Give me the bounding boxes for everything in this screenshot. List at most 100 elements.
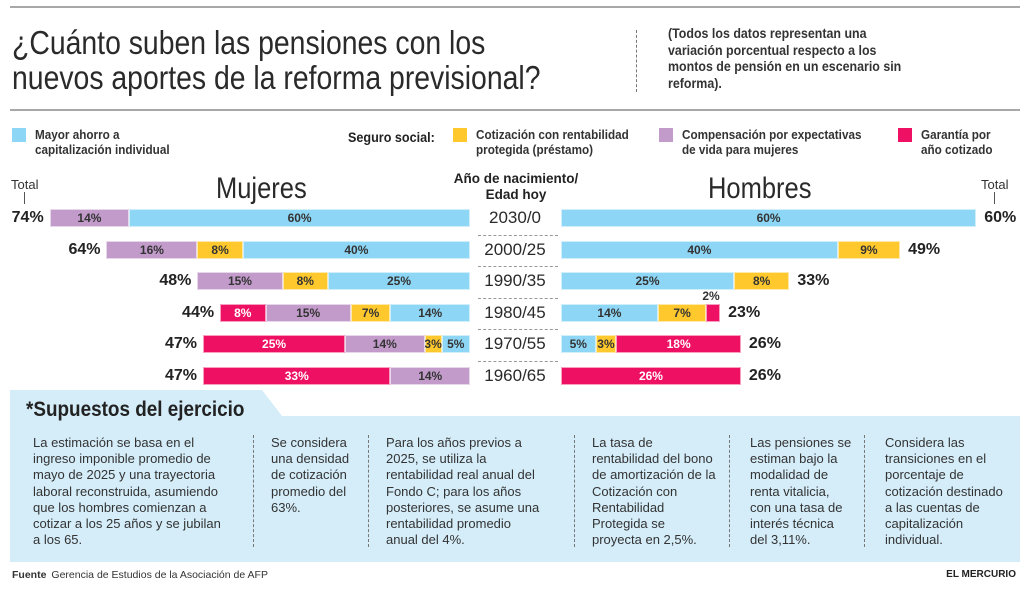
source-text: Gerencia de Estudios de la Asociación de…	[51, 569, 268, 581]
bar-right-garantia: 26%	[561, 366, 741, 385]
top-rule	[10, 6, 1020, 8]
row-total-right: 23%	[728, 303, 761, 321]
note-line: capitalización	[885, 516, 964, 532]
title-line-1: ¿Cuánto suben las pensiones con los	[12, 24, 486, 61]
category-axis-header: Año de nacimiento/ Edad hoy	[446, 171, 586, 203]
legend-swatch-cotizacion	[453, 128, 467, 142]
bar-right-ahorro: 60%	[561, 209, 977, 227]
source-line: Fuente Gerencia de Estudios de la Asociac…	[12, 569, 268, 581]
bar-left-compensacion: 14%	[390, 366, 470, 385]
total-label-right: Total	[981, 177, 1009, 192]
legend-item-cotizacion: Cotización con rentabilidad protegida (pr…	[453, 127, 646, 157]
bar-value-label: 2%	[702, 288, 720, 303]
category-header-line: Edad hoy	[485, 187, 547, 202]
bar-value-label: 7%	[673, 305, 691, 320]
category-label: 1980/45	[484, 302, 546, 322]
bar-left-compensacion: 14%	[345, 335, 425, 353]
bar-left-cotizacion: 7%	[350, 303, 391, 322]
bar-value-label: 7%	[361, 305, 380, 320]
row-total-left: 74%	[11, 209, 44, 226]
bar-right-garantia	[706, 303, 721, 322]
legend-label: Garantía por	[921, 127, 991, 142]
bar-left-garantia: 33%	[203, 366, 391, 385]
note-line: La estimación se basa en el	[33, 435, 195, 450]
note-column: Se considera una densidad de cotización pro…	[271, 435, 349, 516]
bar-right-ahorro: 5%	[561, 335, 596, 353]
note-line: interés técnica	[750, 516, 834, 532]
note-line: de cotización	[271, 467, 347, 483]
bar-right-ahorro: 40%	[561, 240, 838, 259]
note-line: rentabilidad promedio	[386, 516, 512, 532]
note-column: Para los años previos a 2025, se utiliza …	[386, 435, 539, 548]
bar-left-ahorro: 40%	[242, 240, 470, 259]
bar-left-compensacion: 15%	[265, 303, 351, 322]
subtitle: (Todos los datos representan una variaci…	[668, 26, 902, 91]
note-column: La estimación se basa en el ingreso impon…	[33, 435, 221, 548]
bar-value-label: 40%	[344, 242, 369, 257]
row-total-left: 64%	[68, 240, 101, 258]
bar-value-label: 60%	[756, 211, 781, 225]
note-line: 2025, se utiliza la	[386, 451, 487, 467]
note-line: anual del 4%.	[386, 532, 465, 548]
bar-value-label: 5%	[447, 337, 465, 351]
note-column: Considera las transiciones en el porcentaj…	[885, 435, 1003, 548]
note-line: modalidad de	[750, 467, 829, 483]
bar-left-cotizacion: 3%	[424, 335, 442, 353]
legend-label: Cotización con rentabilidad	[476, 127, 629, 142]
legend-item-ahorro: Mayor ahorro a capitalización individual	[12, 127, 185, 157]
row-total-left: 47%	[165, 335, 198, 352]
legend-label: año cotizado	[921, 142, 993, 157]
row-total-left: 48%	[159, 272, 192, 289]
bar-value-label: 33%	[284, 368, 309, 383]
note-column: La tasa de rentabilidad del bono de amorti…	[592, 435, 716, 548]
bar-value-label: 9%	[860, 242, 878, 257]
note-line: Las pensiones se	[750, 435, 852, 450]
legend-swatch-ahorro	[12, 128, 26, 142]
note-line: posteriores, se asume una	[386, 499, 540, 515]
category-label: 1990/35	[484, 271, 546, 290]
category-label: 2030/0	[489, 208, 541, 227]
bar-right-cotizacion: 9%	[837, 240, 901, 259]
note-line: porcentaje de	[885, 467, 964, 483]
bar-value-label: 5%	[569, 337, 587, 351]
source-label: Fuente	[12, 569, 47, 581]
row-total-right: 49%	[908, 240, 941, 258]
row-total-right: 26%	[748, 366, 781, 384]
note-line: transiciones en el	[885, 451, 987, 467]
note-line: rentabilidad real anual del	[386, 467, 535, 483]
category-label: 2000/25	[484, 239, 546, 259]
title-line-2: nuevos aportes de la reforma previsional…	[12, 59, 541, 96]
row-total-left: 47%	[165, 366, 198, 384]
row-separator	[478, 360, 558, 362]
panel-title-hombres: Hombres	[708, 172, 812, 205]
bar-left-cotizacion: 8%	[282, 272, 328, 290]
note-line: rentabilidad del bono	[592, 451, 713, 467]
bar-left-garantia: 8%	[220, 303, 266, 322]
bar-value-label: 60%	[287, 211, 312, 225]
bar-value-label: 14%	[597, 305, 622, 320]
note-line: cotizar a los 25 años y se jubilan	[33, 516, 221, 532]
bar-value-label: 8%	[211, 242, 229, 257]
row-total-right: 26%	[748, 335, 781, 352]
bar-left-ahorro: 60%	[129, 209, 470, 227]
bar-left-ahorro: 5%	[441, 335, 470, 353]
note-line: laboral reconstruida, asumiendo	[33, 483, 218, 499]
note-line: individual.	[885, 532, 943, 548]
notes-title: *Supuestos del ejercicio	[26, 398, 245, 421]
bar-right-ahorro: 25%	[561, 272, 734, 290]
note-column: Las pensiones se estiman bajo la modalidad…	[750, 435, 851, 548]
note-line: Para los años previos a	[386, 435, 522, 450]
note-line: a los 65.	[33, 532, 83, 548]
bar-value-label: 18%	[666, 337, 691, 351]
category-label: 1960/65	[484, 365, 546, 385]
note-line: de amortización de la	[592, 467, 716, 483]
row-total-right: 33%	[797, 272, 830, 289]
bar-value-label: 8%	[753, 274, 771, 288]
legend-swatch-compensacion	[659, 128, 673, 142]
bar-value-label: 25%	[635, 274, 660, 288]
header-rule	[10, 109, 1020, 111]
note-line: una densidad	[271, 451, 350, 467]
legend-label: protegida (préstamo)	[476, 142, 594, 157]
bar-left-cotizacion: 8%	[197, 240, 243, 259]
bar-value-label: 14%	[418, 368, 443, 383]
